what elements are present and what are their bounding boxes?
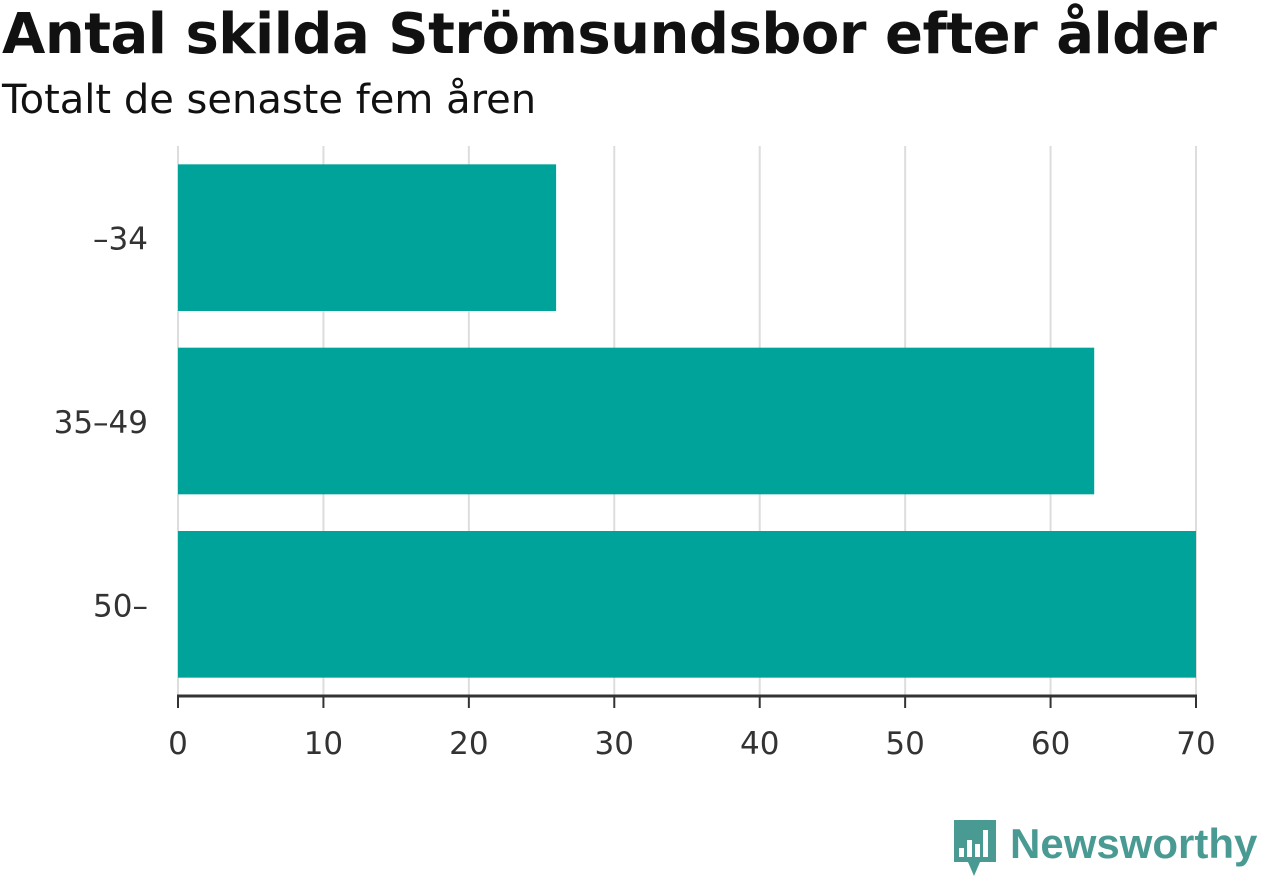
category-label: 50– [93, 588, 148, 624]
chart-subtitle: Totalt de senaste fem åren [2, 77, 537, 123]
chart-bubble-icon [954, 820, 996, 876]
x-tick-label: 70 [1176, 726, 1215, 762]
x-tick-label: 30 [595, 726, 634, 762]
chart-title: Antal skilda Strömsundsbor efter ålder [2, 2, 1217, 67]
bar [178, 531, 1196, 678]
x-tick-label: 40 [740, 726, 779, 762]
x-tick-label: 10 [304, 726, 343, 762]
bar [178, 347, 1095, 495]
x-tick-label: 0 [168, 726, 188, 762]
category-label: 35–49 [54, 405, 148, 441]
bar-chart: 0 10 20 30 40 50 60 70 –34 35–49 50– [54, 146, 1216, 762]
x-tick-label: 50 [885, 726, 924, 762]
bar [178, 164, 557, 311]
logo-text: Newsworthy [1010, 820, 1258, 867]
x-tick-label: 60 [1031, 726, 1070, 762]
x-axis: 0 10 20 30 40 50 60 70 [168, 694, 1216, 762]
category-label: –34 [93, 222, 148, 258]
x-tick-label: 20 [449, 726, 488, 762]
bar-layer [178, 164, 1196, 678]
newsworthy-logo: Newsworthy [950, 818, 1257, 878]
category-labels: –34 35–49 50– [54, 222, 148, 625]
